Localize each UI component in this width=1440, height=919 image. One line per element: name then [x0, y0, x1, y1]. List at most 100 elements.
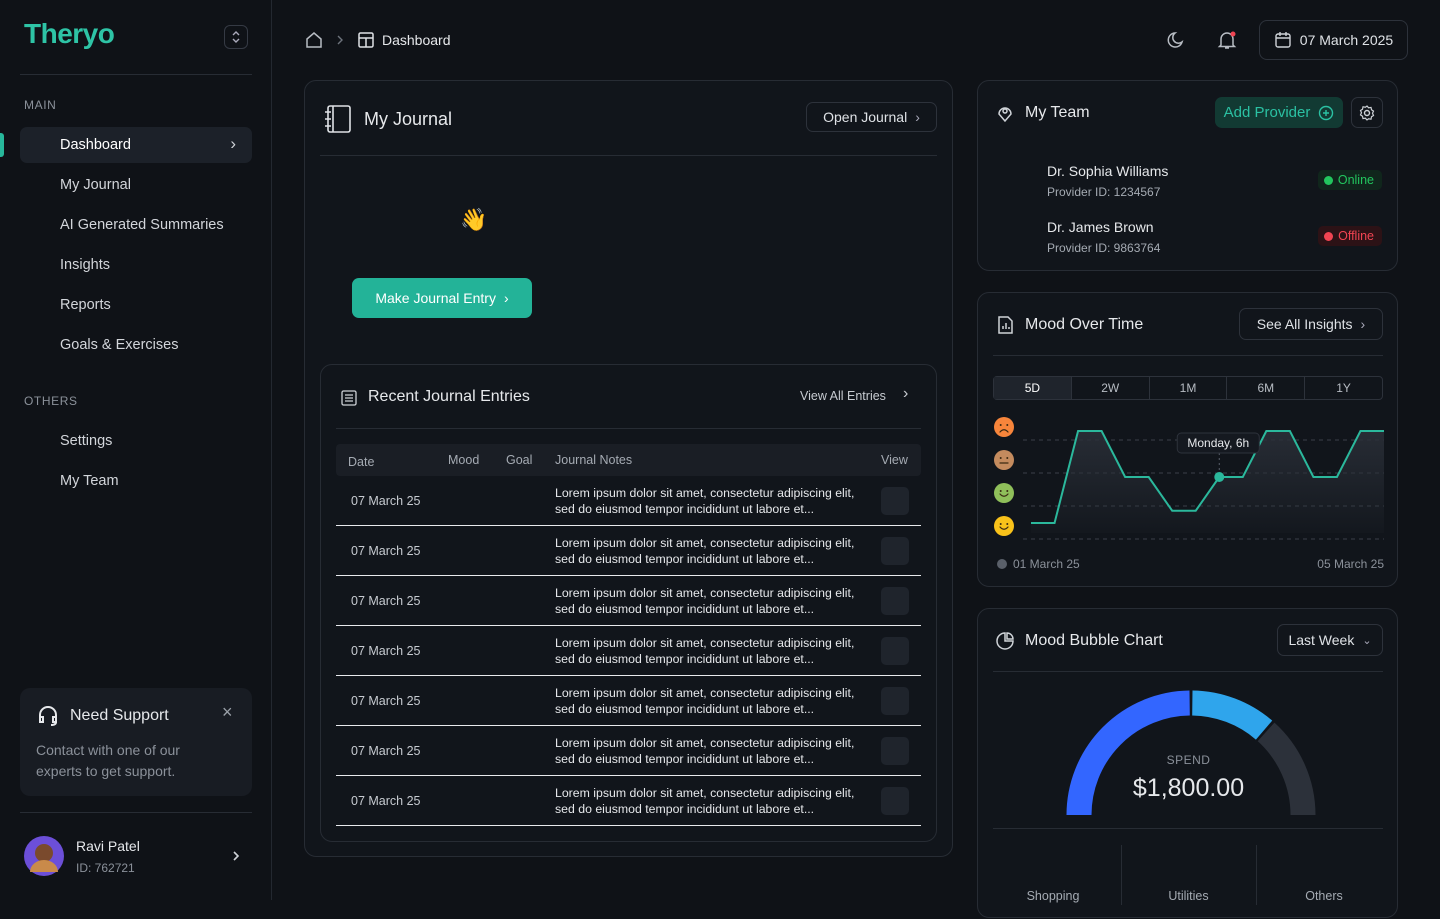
see-insights-button[interactable]: See All Insights › — [1239, 308, 1383, 340]
view-button[interactable] — [881, 587, 909, 615]
period-dropdown[interactable]: Last Week ⌄ — [1277, 624, 1383, 656]
range-tab[interactable]: 6M — [1226, 377, 1304, 399]
entry-note: Lorem ipsum dolor sit amet, consectetur … — [555, 736, 855, 766]
range-tab[interactable]: 1M — [1148, 377, 1227, 399]
status-dot — [1323, 175, 1333, 185]
nav-item[interactable]: Dashboard › — [20, 127, 252, 163]
plus-icon — [1319, 105, 1334, 120]
entry-note: Lorem ipsum dolor sit amet, consectetur … — [555, 486, 855, 516]
range-tab[interactable]: 1Y — [1304, 377, 1382, 399]
mood-line-chart: Monday, 6h 01 March 25 05 March 25 — [994, 417, 1384, 571]
entry-note: Lorem ipsum dolor sit amet, consectetur … — [555, 786, 855, 816]
range-tab[interactable]: 5D — [994, 377, 1071, 399]
dashboard: Theryo MAIN Dashboard › My Journal AI Genera… — [0, 0, 1408, 918]
tooltip-point — [1214, 472, 1225, 482]
nav-item[interactable]: My Journal — [20, 167, 252, 203]
view-button[interactable] — [881, 487, 909, 515]
home-icon[interactable] — [304, 30, 324, 50]
recent-title: Recent Journal Entries — [368, 388, 530, 405]
journal-panel: My Journal Open Journal › 👋 Make Journal … — [304, 80, 953, 857]
greeting-emoji: 👋 — [460, 207, 488, 232]
nav-item[interactable]: Insights — [20, 247, 252, 283]
nav-item[interactable]: Settings — [20, 423, 252, 459]
view-button[interactable] — [881, 537, 909, 565]
table-row: 07 March 25 Lorem ipsum dolor sit amet, c… — [336, 476, 921, 526]
nav-item[interactable]: AI Generated Summaries — [20, 207, 252, 243]
notification-bell[interactable] — [1216, 29, 1238, 51]
entry-note: Lorem ipsum dolor sit amet, consectetur … — [555, 536, 855, 566]
tooltip-box — [1176, 432, 1260, 454]
team-settings-button[interactable] — [1351, 97, 1383, 128]
dropdown-label: Last Week — [1288, 632, 1355, 648]
entries-table: Date Mood Goal Journal Notes View 07 March 25… — [336, 444, 921, 828]
eye — [1006, 424, 1009, 426]
page: Theryo Dashboard { "brand": "Theryo", "s… — [0, 0, 1408, 918]
eye — [999, 523, 1002, 525]
user-avatar[interactable] — [24, 836, 64, 876]
nav-label: AI Generated Summaries — [60, 217, 224, 233]
mouth — [999, 429, 1009, 433]
entry-date: 07 March 25 — [351, 794, 421, 808]
bubble-chart-title: Mood Bubble Chart — [1025, 632, 1163, 649]
brand-logo[interactable]: Theryo — [24, 18, 115, 49]
chevron[interactable]: › — [903, 385, 909, 402]
nav-item[interactable]: My Team — [20, 463, 252, 499]
date-picker[interactable]: 07 March 2025 — [1259, 20, 1408, 60]
view-button[interactable] — [881, 737, 909, 765]
gear-icon — [1359, 104, 1375, 121]
breadcrumb-current: Dashboard — [382, 32, 451, 48]
eye — [999, 424, 1002, 426]
add-provider-button[interactable]: Add Provider — [1215, 97, 1343, 128]
support-title: Need Support — [70, 707, 169, 724]
user-name: Ravi Patel — [76, 838, 140, 854]
open-journal-button[interactable]: Open Journal › — [806, 102, 937, 132]
view-button[interactable] — [881, 787, 909, 815]
workspace-toggle[interactable] — [224, 25, 248, 49]
divider — [993, 671, 1383, 672]
view-button[interactable] — [881, 637, 909, 665]
journal-title: My Journal — [364, 109, 453, 129]
column-header: Journal Notes — [555, 453, 633, 467]
entry-date: 07 March 25 — [351, 644, 421, 658]
divider — [20, 74, 252, 75]
grid-icon — [358, 32, 374, 48]
nav-item[interactable]: Goals & Exercises — [20, 327, 252, 363]
team-panel: My Team Add Provider Dr. Sophia Williams… — [977, 80, 1398, 271]
make-entry-button[interactable]: Make Journal Entry › — [352, 278, 532, 318]
nav-section-label: OTHERS — [24, 394, 78, 408]
start-date: 01 March 25 — [1013, 557, 1080, 571]
entry-date: 07 March 25 — [351, 594, 421, 608]
entry-date: 07 March 25 — [351, 494, 421, 508]
team-icon — [998, 107, 1012, 123]
chevron: › — [503, 290, 509, 306]
nav-label: Reports — [60, 297, 111, 313]
provider-id: Provider ID: 1234567 — [1047, 185, 1161, 199]
close-button[interactable]: × — [222, 702, 233, 722]
column-header: View — [881, 453, 908, 467]
provider-name: Dr. Sophia Williams — [1047, 163, 1169, 179]
view-all-link[interactable]: View All Entries — [800, 389, 886, 403]
theme-toggle[interactable] — [1165, 29, 1187, 51]
view-button[interactable] — [881, 687, 909, 715]
info-icon — [997, 559, 1007, 569]
mouth — [999, 493, 1009, 497]
user-id: ID: 762721 — [76, 861, 135, 875]
mouth — [999, 526, 1009, 530]
range-tab[interactable]: 2W — [1070, 377, 1149, 399]
divider — [993, 828, 1383, 829]
gauge-segment — [1066, 690, 1191, 816]
table-header: Date Mood Goal Journal Notes View — [336, 444, 921, 476]
table-row: 07 March 25 Lorem ipsum dolor sit amet, c… — [336, 676, 921, 726]
category-label: Utilities — [1168, 889, 1209, 903]
nav-item[interactable]: Reports — [20, 287, 252, 323]
status-dot — [1324, 231, 1334, 241]
calendar-icon — [1275, 32, 1291, 48]
table-row: 07 March 25 Lorem ipsum dolor sit amet, c… — [336, 526, 921, 576]
nav-label: Goals & Exercises — [60, 337, 179, 353]
chevron[interactable] — [228, 848, 244, 864]
table-row: 07 March 25 Lorem ipsum dolor sit amet, c… — [336, 776, 921, 826]
entry-note: Lorem ipsum dolor sit amet, consectetur … — [555, 586, 855, 616]
entry-date: 07 March 25 — [351, 744, 421, 758]
column-header: Date — [348, 455, 375, 469]
gauge-segment — [1257, 722, 1316, 816]
